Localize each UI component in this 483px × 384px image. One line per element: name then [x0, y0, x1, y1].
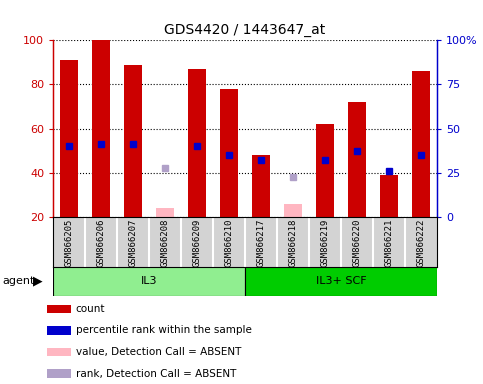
- Text: GSM866217: GSM866217: [256, 218, 266, 267]
- Bar: [316, 124, 334, 217]
- Bar: [412, 71, 430, 217]
- Bar: [124, 65, 142, 217]
- Bar: [53, 267, 245, 296]
- Bar: [47, 326, 71, 335]
- Text: GSM866209: GSM866209: [193, 218, 201, 267]
- Text: GSM866220: GSM866220: [353, 218, 362, 267]
- Text: GSM866218: GSM866218: [289, 218, 298, 267]
- Text: IL3: IL3: [141, 276, 157, 286]
- Bar: [252, 155, 270, 217]
- Bar: [92, 40, 110, 217]
- Bar: [284, 204, 302, 217]
- Text: GSM866210: GSM866210: [225, 218, 234, 267]
- Text: GSM866205: GSM866205: [65, 218, 73, 267]
- Bar: [380, 175, 398, 217]
- Text: count: count: [75, 304, 105, 314]
- Text: GSM866207: GSM866207: [128, 218, 138, 267]
- Text: GSM866219: GSM866219: [321, 218, 329, 267]
- Bar: [188, 69, 206, 217]
- Text: GSM866208: GSM866208: [161, 218, 170, 267]
- Text: agent: agent: [2, 276, 35, 286]
- Bar: [47, 348, 71, 356]
- Title: GDS4420 / 1443647_at: GDS4420 / 1443647_at: [165, 23, 326, 36]
- Text: GSM866222: GSM866222: [417, 218, 426, 267]
- Text: percentile rank within the sample: percentile rank within the sample: [75, 325, 252, 336]
- Bar: [156, 208, 174, 217]
- Text: rank, Detection Call = ABSENT: rank, Detection Call = ABSENT: [75, 369, 236, 379]
- Bar: [348, 102, 366, 217]
- Text: IL3+ SCF: IL3+ SCF: [316, 276, 367, 286]
- Bar: [220, 89, 238, 217]
- Bar: [60, 60, 78, 217]
- Bar: [47, 369, 71, 378]
- Text: GSM866221: GSM866221: [384, 218, 394, 267]
- Text: value, Detection Call = ABSENT: value, Detection Call = ABSENT: [75, 347, 241, 357]
- Text: GSM866206: GSM866206: [97, 218, 106, 267]
- Text: ▶: ▶: [33, 275, 43, 288]
- Bar: [245, 267, 437, 296]
- Bar: [47, 305, 71, 313]
